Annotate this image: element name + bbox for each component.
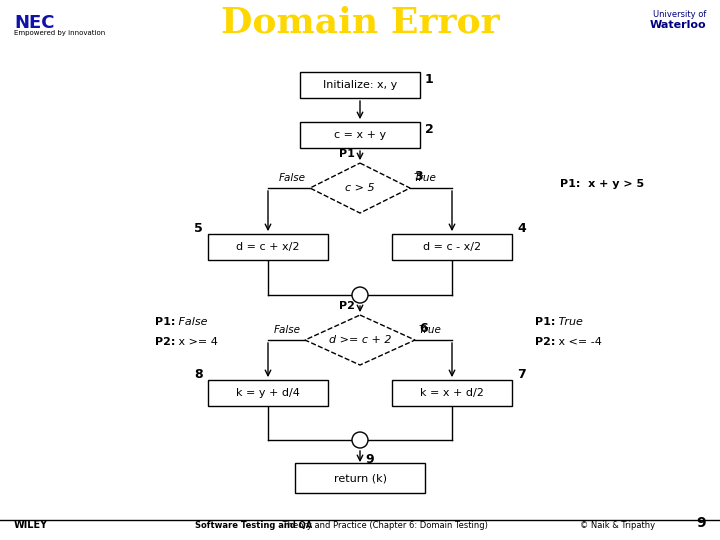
Text: False: False: [279, 173, 306, 183]
Text: P2:: P2:: [155, 337, 176, 347]
Text: P1:: P1:: [535, 317, 555, 327]
Text: k = x + d/2: k = x + d/2: [420, 388, 484, 398]
Circle shape: [352, 287, 368, 303]
Bar: [300, 122, 420, 148]
Text: 4: 4: [517, 221, 526, 234]
Text: P2: P2: [339, 301, 355, 311]
Text: c > 5: c > 5: [345, 183, 375, 193]
Text: P1:: P1:: [155, 317, 176, 327]
Text: True: True: [419, 325, 442, 335]
Text: 9: 9: [696, 516, 706, 530]
Text: Domain Error: Domain Error: [221, 5, 499, 39]
Text: False: False: [274, 325, 301, 335]
Circle shape: [352, 432, 368, 448]
Text: 7: 7: [517, 368, 526, 381]
Text: True: True: [555, 317, 583, 327]
Text: False: False: [175, 317, 207, 327]
Text: Theory and Practice (Chapter 6: Domain Testing): Theory and Practice (Chapter 6: Domain T…: [280, 521, 488, 530]
Text: c = x + y: c = x + y: [334, 130, 386, 140]
Text: © Naik & Tripathy: © Naik & Tripathy: [580, 521, 655, 530]
Text: 2: 2: [425, 123, 433, 136]
Text: x >= 4: x >= 4: [175, 337, 218, 347]
Text: 3: 3: [414, 170, 423, 183]
Text: WILEY: WILEY: [14, 520, 48, 530]
Text: University of: University of: [652, 10, 706, 19]
Text: 1: 1: [425, 72, 433, 85]
Polygon shape: [310, 163, 410, 213]
Text: Empowered by innovation: Empowered by innovation: [14, 30, 105, 36]
Bar: [300, 72, 420, 98]
Text: d = c + x/2: d = c + x/2: [236, 242, 300, 252]
Bar: [392, 380, 512, 406]
Text: x <= -4: x <= -4: [555, 337, 602, 347]
Bar: [208, 380, 328, 406]
Text: P1:  x + y > 5: P1: x + y > 5: [560, 179, 644, 189]
Text: Initialize: x, y: Initialize: x, y: [323, 80, 397, 90]
Text: 8: 8: [194, 368, 203, 381]
Bar: [208, 234, 328, 260]
Text: Waterloo: Waterloo: [649, 20, 706, 30]
Text: True: True: [414, 173, 437, 183]
Text: d >= c + 2: d >= c + 2: [329, 335, 391, 345]
Text: d = c - x/2: d = c - x/2: [423, 242, 481, 252]
Text: P1: P1: [339, 149, 355, 159]
Polygon shape: [305, 315, 415, 365]
Text: 6: 6: [419, 321, 428, 334]
Text: P2:: P2:: [535, 337, 555, 347]
Bar: [392, 234, 512, 260]
Text: 5: 5: [194, 221, 203, 234]
Text: return (k): return (k): [333, 473, 387, 483]
Text: 9: 9: [365, 453, 374, 465]
Bar: [295, 463, 425, 493]
Text: k = y + d/4: k = y + d/4: [236, 388, 300, 398]
Text: NEC: NEC: [14, 14, 55, 32]
Text: Software Testing and QA: Software Testing and QA: [195, 521, 312, 530]
